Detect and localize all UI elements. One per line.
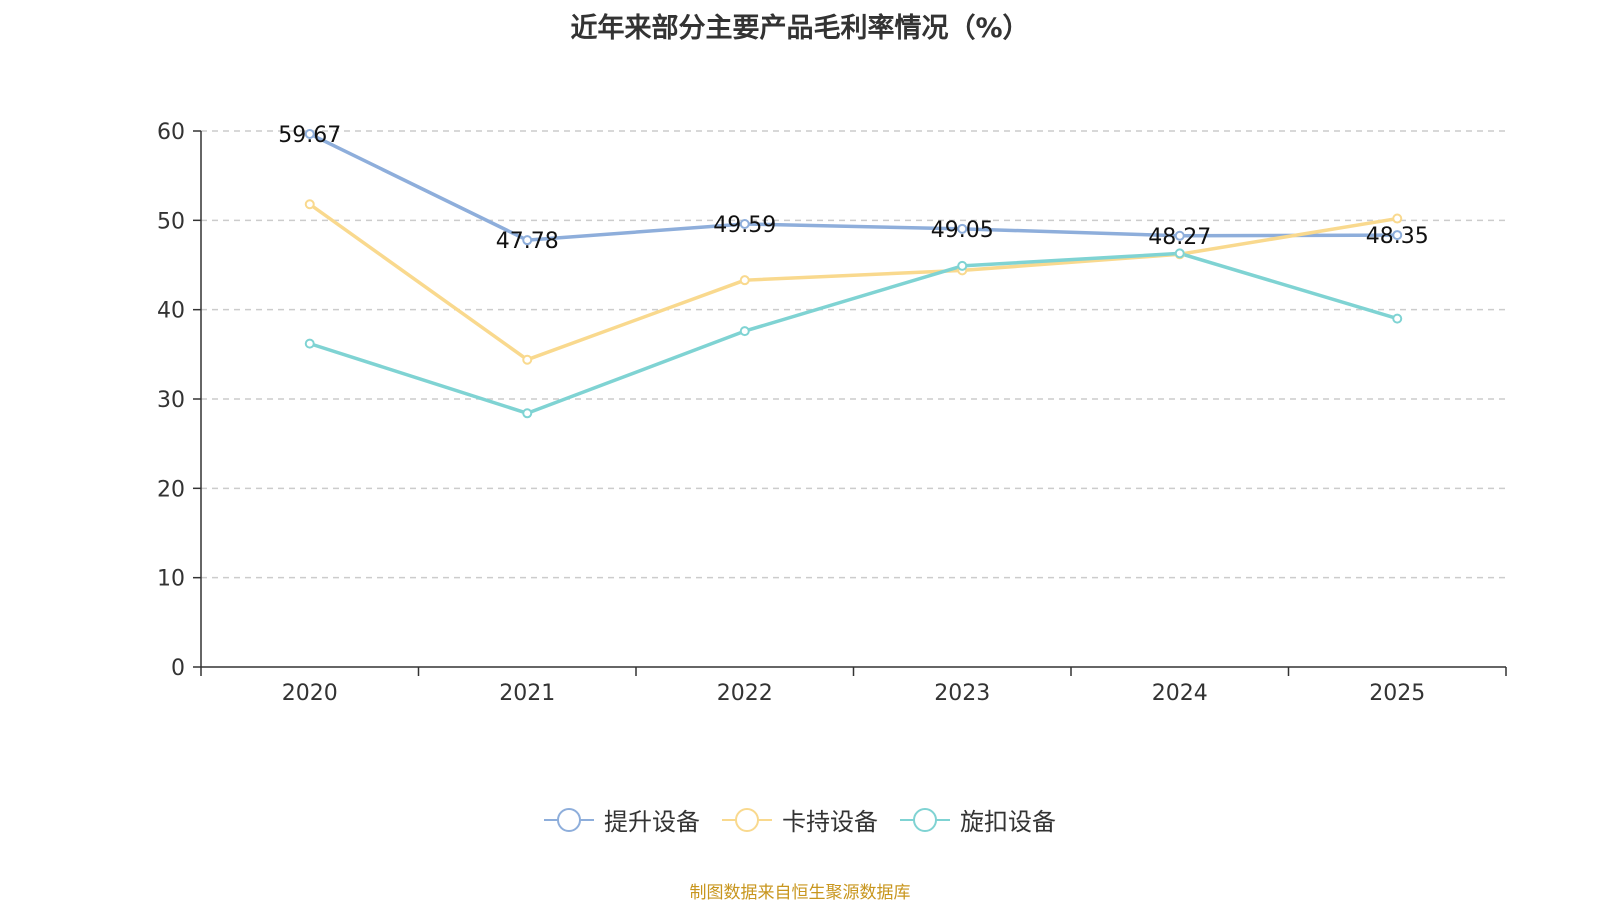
legend-label: 旋扣设备	[960, 808, 1056, 836]
x-tick-label: 2020	[282, 681, 338, 706]
legend-item-series-2[interactable]: 旋扣设备	[900, 802, 1056, 837]
y-tick-label: 10	[157, 567, 185, 592]
legend: 提升设备 卡持设备 旋扣设备	[0, 802, 1600, 837]
data-label: 48.35	[1366, 224, 1429, 249]
data-point-series-0[interactable]	[957, 223, 968, 234]
line-chart: 0 10 20 30 40 50 60 2020 2021 2022 2023 2024 2025 59.…	[157, 120, 1507, 706]
data-point-series-2[interactable]	[522, 408, 533, 419]
data-point-series-2[interactable]	[304, 338, 315, 349]
data-point-series-2[interactable]	[957, 260, 968, 271]
legend-label: 提升设备	[604, 808, 700, 836]
data-point-series-2[interactable]	[1392, 313, 1403, 324]
y-tick-label: 50	[157, 209, 185, 234]
legend-item-series-1[interactable]: 卡持设备	[722, 802, 878, 837]
x-tick-label: 2024	[1152, 681, 1208, 706]
data-point-series-0[interactable]	[1174, 230, 1185, 241]
legend-marker-icon	[900, 807, 950, 833]
x-tick-label: 2021	[499, 681, 555, 706]
data-label: 47.78	[496, 229, 559, 254]
data-point-series-1[interactable]	[1392, 213, 1403, 224]
data-point-series-0[interactable]	[1392, 230, 1403, 241]
data-label: 48.27	[1148, 225, 1211, 250]
data-point-series-0[interactable]	[522, 235, 533, 246]
series-line-0	[308, 132, 1398, 242]
legend-marker-icon	[544, 807, 594, 833]
data-point-series-1[interactable]	[304, 199, 315, 210]
y-tick-label: 60	[157, 120, 185, 145]
y-tick-label: 30	[157, 388, 185, 413]
x-tick-label: 2025	[1369, 681, 1425, 706]
y-tick-label: 0	[171, 656, 185, 681]
y-tick-label: 20	[157, 477, 185, 502]
data-point-series-1[interactable]	[739, 275, 750, 286]
data-label: 59.67	[278, 123, 341, 148]
data-point-series-1[interactable]	[522, 354, 533, 365]
data-point-series-0[interactable]	[739, 218, 750, 229]
data-label: 49.59	[713, 213, 776, 238]
chart-title: 近年来部分主要产品毛利率情况（%）	[570, 13, 1030, 44]
data-label: 49.05	[931, 218, 994, 243]
legend-label: 卡持设备	[782, 808, 878, 836]
data-point-series-2[interactable]	[739, 326, 750, 337]
data-point-series-2[interactable]	[1174, 248, 1185, 259]
y-tick-label: 40	[157, 299, 185, 324]
data-source-note: 制图数据来自恒生聚源数据库	[689, 883, 911, 903]
series-line-1	[308, 202, 1398, 362]
legend-marker-icon	[722, 807, 772, 833]
x-tick-label: 2023	[934, 681, 990, 706]
x-tick-label: 2022	[717, 681, 773, 706]
legend-item-series-0[interactable]: 提升设备	[544, 802, 700, 837]
data-point-series-0[interactable]	[304, 128, 315, 139]
series-line-2	[309, 251, 1398, 416]
